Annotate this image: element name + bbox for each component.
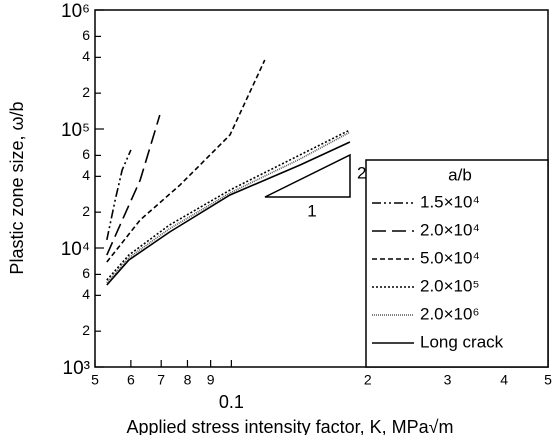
y-tick-label: 6 [82,265,90,281]
data-line [106,114,161,256]
y-tick-label: 6 [82,146,90,162]
data-line [106,59,266,263]
x-tick-label: 6 [127,372,135,388]
x-tick-label: 7 [157,372,165,388]
legend-box [365,159,549,368]
data-line [106,149,132,241]
y-tick-label: 10⁵ [61,120,90,141]
y-tick-label: 4 [82,286,90,302]
x-tick-label: 9 [207,372,215,388]
x-tick-label: 4 [500,372,508,388]
y-tick-label: 4 [82,167,90,183]
annotation: 1 [307,201,316,220]
y-tick-label: 2 [82,203,90,219]
x-axis-label: Applied stress intensity factor, K, MPa√… [126,417,453,435]
slope-triangle [264,153,351,198]
y-tick-label: 10⁴ [61,239,90,260]
x-tick-label: 5 [544,372,552,388]
y-tick-label: 10³ [63,358,90,379]
legend-label: 1.5×10⁴ [420,192,480,211]
y-tick-label: 6 [82,27,90,43]
legend-label: 2.0×10⁴ [420,220,480,239]
data-line [106,129,351,281]
y-tick-label: 4 [82,48,90,64]
legend-label: Long crack [420,332,504,351]
x-tick-label: 3 [444,372,452,388]
legend-title: a/b [448,165,472,184]
legend-label: 2.0×10⁵ [420,276,480,295]
legend: a/b 1.5×10⁴ 2.0×10⁴ 5.0×10⁴ 2.0×10⁵ 2.0×10⁶ Lo… [365,159,549,368]
y-axis-label: Plastic zone size, ω/b [7,101,27,274]
annotation: 2 [357,163,366,182]
y-tick-label: 2 [82,322,90,338]
data-line [106,131,351,284]
y-tick-label: 10⁶ [61,1,90,22]
x-tick-label: 0.1 [219,392,244,412]
y-tick-label: 2 [82,84,90,100]
x-tick-label: 5 [91,372,99,388]
x-tick-label: 8 [184,372,192,388]
legend-label: 5.0×10⁴ [420,248,480,267]
data-line [106,141,351,286]
legend-label: 2.0×10⁶ [420,304,479,323]
x-tick-label: 2 [364,372,372,388]
